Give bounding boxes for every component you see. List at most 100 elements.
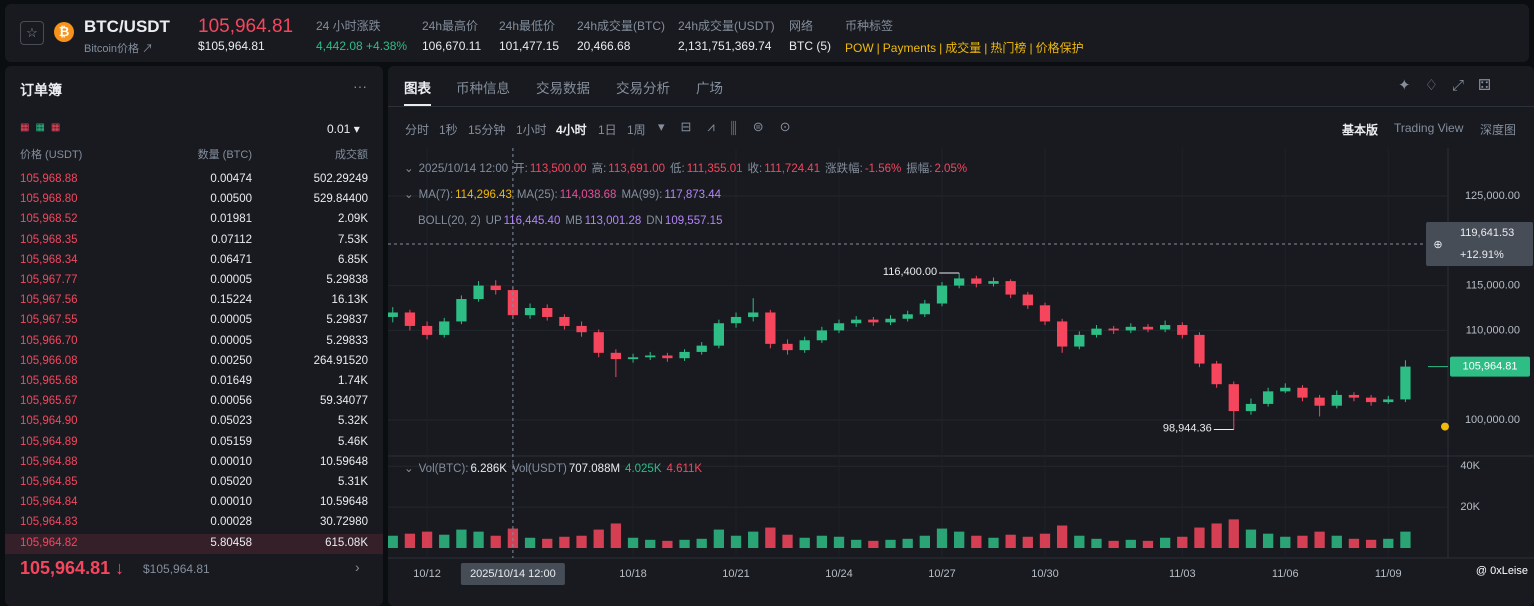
orderbook-cell: 105,966.08 [20,354,78,367]
orderbook-row[interactable]: 105,967.55 0.00005 5.29837 [5,311,383,331]
candle-body [507,290,519,316]
ohlc-label: 开: [513,163,528,175]
collapse[interactable]: ⌄ [404,463,414,475]
orderbook-row[interactable]: 105,965.68 0.01649 1.74K [5,372,383,392]
crosshair-price: 119,641.53 [1460,227,1514,239]
boll-line: BOLL(20, 2) UP 116,445.40 MB 113,001.28 DN 109… [404,208,972,234]
orderbook-row[interactable]: 105,966.08 0.00250 264.91520 [5,352,383,372]
orderbook-row[interactable]: 105,964.89 0.05159 5.46K [5,433,383,453]
tag[interactable]: 价格保护 [1026,41,1083,55]
top-icons[interactable]: ✦♢⤢⚃ [1398,77,1506,94]
volume-bar [456,529,467,548]
orderbook-row[interactable]: 105,967.56 0.15224 16.13K [5,291,383,311]
watermark: @ 0xLeise [1476,565,1528,577]
candle-body [593,332,604,353]
orderbook-cell: 105,967.55 [20,314,78,327]
orderbook-cell: 105,966.70 [20,334,78,347]
y-tick-label: 115,000.00 [1466,279,1520,291]
orderbook-row[interactable]: 105,964.90 0.05023 5.32K [5,412,383,432]
ohlc-value: 113,500.00 [529,163,587,175]
y-tick-label: 125,000.00 [1465,190,1520,202]
candle-body [1039,305,1051,322]
tab[interactable]: 交易数据 [536,81,590,96]
crosshair-date-box [460,563,565,585]
crosshair-price-box [1426,221,1533,266]
tool-icons[interactable]: ▾⊟⩘⫼⊜⊙ [658,119,807,134]
orderbook-cell: 5.29838 [326,274,368,286]
candle-body [833,323,845,331]
more[interactable]: ··· [353,78,367,94]
x-tick-label: 11/06 [1272,568,1299,580]
orderbook-row[interactable]: 105,967.77 0.00005 5.29838 [5,271,383,291]
precision[interactable]: 0.01 ▾ [327,122,360,136]
boll-item-label: DN [646,215,663,227]
tab[interactable]: 交易分析 [616,81,670,96]
orderbook-row[interactable]: 105,964.88 0.00010 10.59648 [5,453,383,473]
orderbook-cell: 0.05023 [210,415,252,428]
volume-bar [439,534,450,548]
interval[interactable]: 1日 [598,123,617,137]
tab[interactable]: 广场 [696,81,723,96]
volume-bar [524,537,536,548]
layout-icons[interactable]: ▦▦▦ [20,122,67,133]
info-date: 2025/10/14 12:00 [418,163,509,175]
volume-bar [1400,531,1411,548]
orderbook-cell: 16.13K [331,294,368,307]
expand[interactable]: › [355,559,360,575]
orderbook-row[interactable]: 105,964.83 0.00028 30.72980 [5,513,383,533]
crosshair-change: +12.91% [1460,249,1504,261]
collapse[interactable]: ⌄ [404,163,414,175]
favorite-star[interactable]: ☆ [20,21,44,45]
orderbook-cell: 0.00250 [210,354,252,367]
tab[interactable]: 图表 [404,77,431,106]
tag[interactable]: Payments [874,41,936,55]
stat-label: 网络 [789,19,814,33]
interval[interactable]: 1秒 [439,123,458,137]
candle-body [1142,326,1154,330]
volume-bar [696,538,707,548]
coin-name[interactable]: Bitcoin价格 ↗ [84,43,154,55]
orderbook-row[interactable]: 105,965.67 0.00056 59.34077 [5,392,383,412]
orderbook-row[interactable]: 105,964.82 5.80458 615.08K [5,533,383,554]
interval[interactable]: 15分钟 [468,123,506,137]
candle-body [713,323,725,346]
interval[interactable]: 1周 [627,123,646,137]
orderbook-cell: 10.59648 [320,496,368,509]
collapse[interactable]: ⌄ [404,189,414,201]
tag[interactable]: POW [845,41,874,55]
ohlc-value: -1.56% [864,163,902,175]
tag[interactable]: 热门榜 [981,41,1026,55]
volume-bar [1245,529,1257,548]
stat-label: 24h成交量(BTC) [577,19,666,33]
orderbook-cell: 6.85K [337,253,368,266]
tag[interactable]: 成交量 [936,41,981,55]
header: ☆ ₿ BTC/USDT Bitcoin价格 ↗ 105,964.81 $105… [5,4,1529,62]
orderbook-row[interactable]: 105,964.84 0.00010 10.59648 [5,493,383,513]
vol-tick-label: 20K [1460,501,1480,513]
candle-body [1297,387,1308,398]
view[interactable]: 深度图 [1480,123,1517,137]
orderbook-row[interactable]: 105,968.35 0.07112 7.53K [5,231,383,251]
symbol[interactable]: BTC/USDT [84,17,170,36]
view[interactable]: Trading View [1394,121,1464,135]
interval[interactable]: 4小时 [556,123,587,137]
interval[interactable]: 分时 [405,123,430,137]
volume-bar [576,535,587,548]
interval[interactable]: 1小时 [516,123,547,137]
orderbook-cell: 0.00010 [210,496,252,509]
orderbook-cell: 0.00474 [210,173,252,185]
orderbook-row[interactable]: 105,968.88 0.00474 502.29249 [5,170,383,190]
orderbook-row[interactable]: 105,968.80 0.00500 529.84400 [5,190,383,210]
candle-body [954,278,965,286]
orderbook-row[interactable]: 105,968.34 0.06471 6.85K [5,251,383,271]
orderbook-cell: 59.34077 [320,395,368,408]
candle-body [936,285,948,304]
stat-value: 106,670.11 [422,39,482,53]
volume-bar [954,531,965,548]
tags: POWPayments成交量热门榜价格保护 [845,39,1084,56]
orderbook-row[interactable]: 105,964.85 0.05020 5.31K [5,473,383,493]
orderbook-row[interactable]: 105,968.52 0.01981 2.09K [5,210,383,230]
tab[interactable]: 币种信息 [456,81,510,96]
orderbook-row[interactable]: 105,966.70 0.00005 5.29833 [5,332,383,352]
view[interactable]: 基本版 [1342,123,1379,137]
